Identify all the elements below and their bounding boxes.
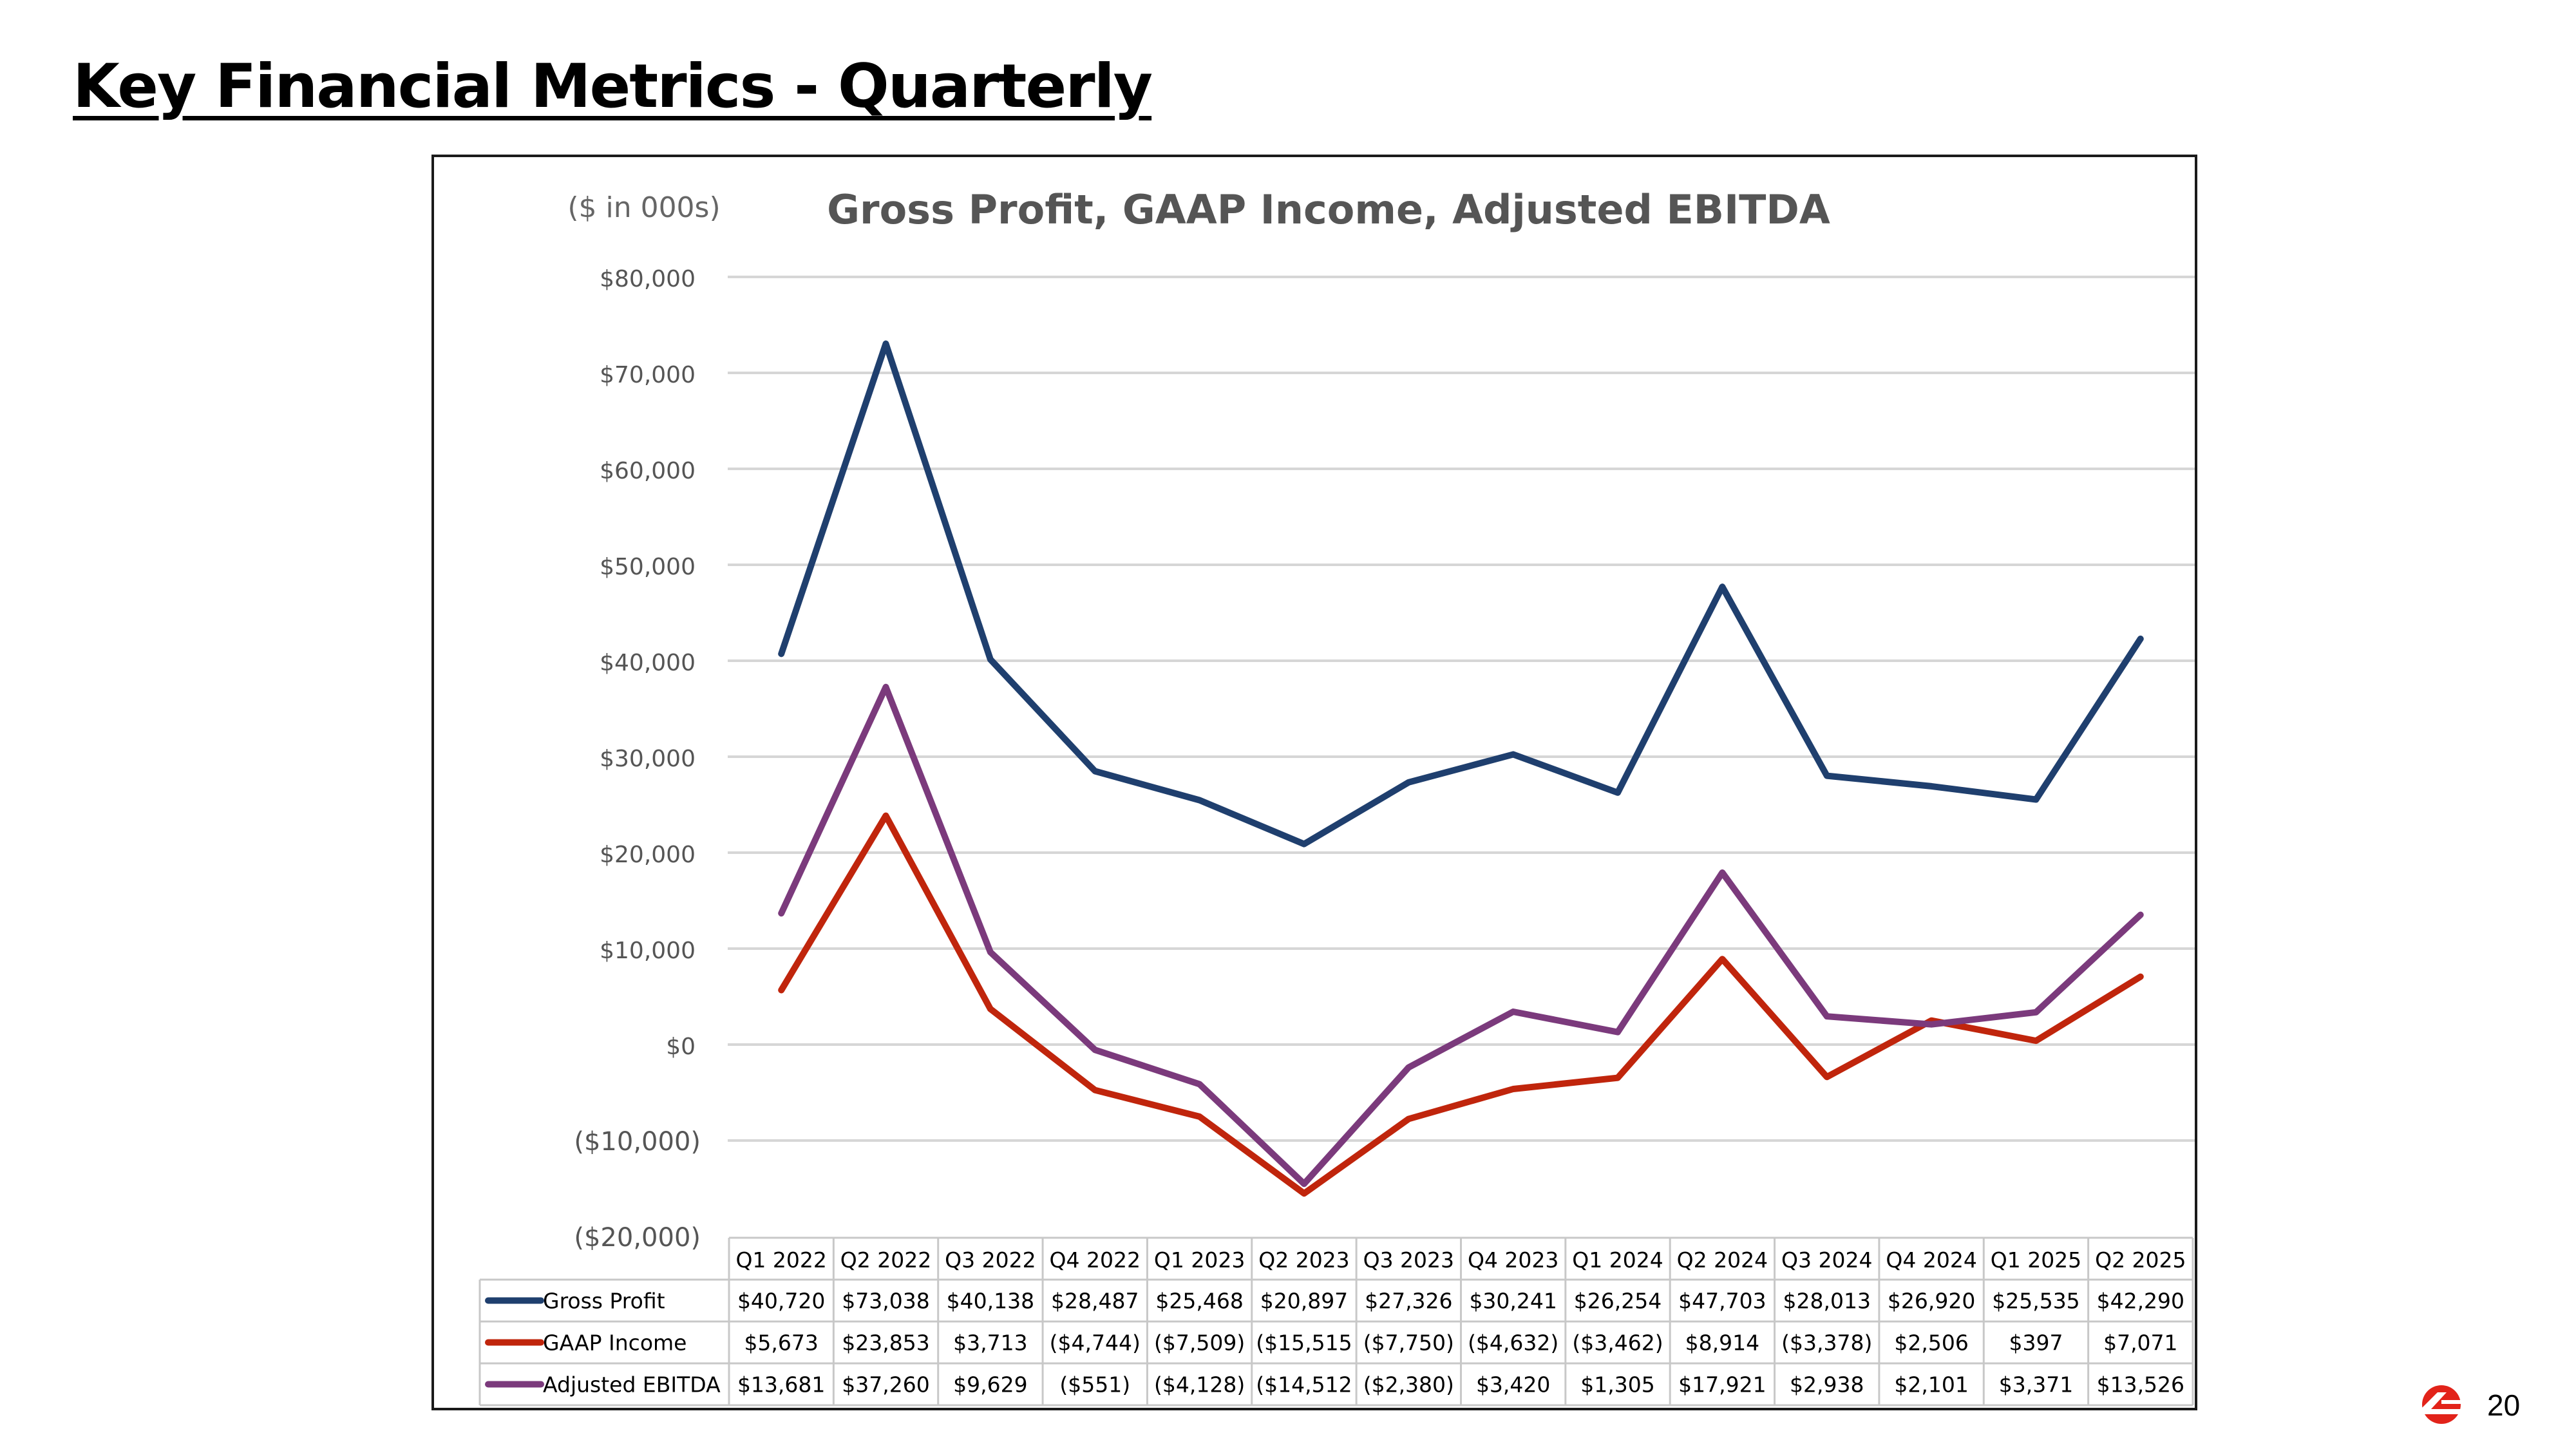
data-label: $26,254 bbox=[1574, 1289, 1662, 1314]
data-label: $3,371 bbox=[1999, 1372, 2073, 1397]
series-line-adjusted-ebitda bbox=[778, 683, 2144, 1188]
data-label: ($15,515 bbox=[1256, 1331, 1352, 1356]
data-label: ($4,744) bbox=[1050, 1331, 1141, 1356]
x-category-label: Q3 2024 bbox=[1781, 1247, 1872, 1273]
data-label: $20,897 bbox=[1260, 1289, 1348, 1314]
data-label: $23,853 bbox=[842, 1331, 929, 1356]
x-category-label: Q2 2025 bbox=[2095, 1247, 2186, 1273]
x-category-label: Q1 2022 bbox=[735, 1247, 826, 1273]
data-label: $8,914 bbox=[1685, 1331, 1759, 1356]
data-label: $397 bbox=[2009, 1331, 2063, 1356]
y-tick-label: $10,000 bbox=[600, 938, 696, 964]
y-tick-label: $20,000 bbox=[600, 842, 696, 868]
data-label: $28,487 bbox=[1051, 1289, 1139, 1314]
data-label: $2,506 bbox=[1894, 1331, 1968, 1356]
data-label: $37,260 bbox=[842, 1372, 929, 1397]
data-label: $40,720 bbox=[737, 1289, 825, 1314]
x-category-label: Q1 2023 bbox=[1154, 1247, 1245, 1273]
y-tick-label: $0 bbox=[666, 1034, 696, 1060]
legend-label: Gross Profit bbox=[543, 1289, 665, 1314]
data-label: $47,703 bbox=[1678, 1289, 1766, 1314]
data-label: ($14,512 bbox=[1256, 1372, 1352, 1397]
legend-label: Adjusted EBITDA bbox=[543, 1372, 721, 1397]
x-category-label: Q3 2022 bbox=[945, 1247, 1036, 1273]
data-label: $27,326 bbox=[1365, 1289, 1452, 1314]
data-label: ($551) bbox=[1059, 1372, 1130, 1397]
y-tick-label: $30,000 bbox=[600, 746, 696, 772]
x-category-label: Q2 2022 bbox=[840, 1247, 931, 1273]
data-label: ($4,128) bbox=[1154, 1372, 1245, 1397]
data-label: $2,938 bbox=[1790, 1372, 1864, 1397]
x-category-label: Q2 2023 bbox=[1258, 1247, 1349, 1273]
data-label: $1,305 bbox=[1580, 1372, 1654, 1397]
y-tick-label: $80,000 bbox=[600, 266, 696, 292]
x-category-label: Q1 2025 bbox=[1991, 1247, 2081, 1273]
x-category-label: Q1 2024 bbox=[1572, 1247, 1663, 1273]
data-label: $17,921 bbox=[1678, 1372, 1766, 1397]
data-label: $13,526 bbox=[2097, 1372, 2184, 1397]
x-category-label: Q3 2023 bbox=[1363, 1247, 1454, 1273]
y-tick-label: ($10,000) bbox=[574, 1127, 701, 1157]
x-category-label: Q4 2022 bbox=[1050, 1247, 1141, 1273]
data-label: $30,241 bbox=[1469, 1289, 1557, 1314]
data-label: ($3,462) bbox=[1572, 1331, 1663, 1356]
x-category-label: Q4 2023 bbox=[1468, 1247, 1558, 1273]
data-label: ($7,509) bbox=[1154, 1331, 1245, 1356]
data-label: $3,713 bbox=[953, 1331, 1027, 1356]
series-line-gaap-income bbox=[778, 812, 2144, 1197]
x-category-label: Q4 2024 bbox=[1886, 1247, 1976, 1273]
chart-title: Gross Profit, GAAP Income, Adjusted EBIT… bbox=[827, 186, 1830, 233]
data-label: $42,290 bbox=[2097, 1289, 2184, 1314]
data-label: ($4,632) bbox=[1468, 1331, 1558, 1356]
data-label: $9,629 bbox=[953, 1372, 1027, 1397]
y-tick-label: $40,000 bbox=[600, 650, 696, 676]
data-label: ($2,380) bbox=[1363, 1372, 1454, 1397]
y-tick-label: ($20,000) bbox=[574, 1223, 701, 1253]
y-tick-label: $50,000 bbox=[600, 554, 696, 580]
data-label: $28,013 bbox=[1783, 1289, 1871, 1314]
data-label: $5,673 bbox=[744, 1331, 818, 1356]
data-label: $40,138 bbox=[947, 1289, 1034, 1314]
data-label: $7,071 bbox=[2103, 1331, 2177, 1356]
data-label: $25,535 bbox=[1992, 1289, 2079, 1314]
y-tick-label: $70,000 bbox=[600, 362, 696, 388]
series-line-gross-profit bbox=[778, 340, 2144, 848]
data-label: $3,420 bbox=[1476, 1372, 1550, 1397]
company-logo-icon bbox=[2418, 1385, 2466, 1424]
data-label: ($3,378) bbox=[1781, 1331, 1872, 1356]
slide-title: Key Financial Metrics - Quarterly bbox=[73, 52, 1153, 122]
data-label: $2,101 bbox=[1894, 1372, 1968, 1397]
data-label: $13,681 bbox=[737, 1372, 825, 1397]
data-label: $25,468 bbox=[1155, 1289, 1243, 1314]
y-tick-label: $60,000 bbox=[600, 458, 696, 484]
legend-label: GAAP Income bbox=[543, 1331, 687, 1356]
data-label: $26,920 bbox=[1888, 1289, 1975, 1314]
data-label: $73,038 bbox=[842, 1289, 929, 1314]
data-label: ($7,750) bbox=[1363, 1331, 1454, 1356]
units-label: ($ in 000s) bbox=[567, 191, 720, 224]
page-number: 20 bbox=[2487, 1388, 2521, 1422]
x-category-label: Q2 2024 bbox=[1677, 1247, 1768, 1273]
